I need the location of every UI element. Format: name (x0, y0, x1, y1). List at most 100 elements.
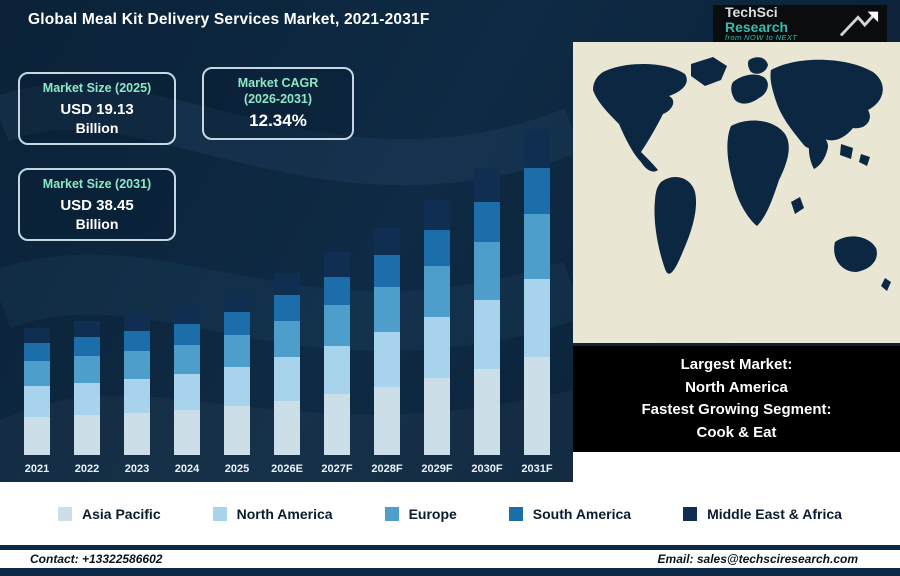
bar-segment-asia-pacific (524, 357, 550, 455)
bar-segment-europe (324, 305, 350, 346)
right-bottom-gap (573, 452, 900, 482)
x-axis-label-2030F: 2030F (471, 463, 503, 475)
legend-label: Europe (408, 505, 457, 522)
legend-item-middle-east-africa: Middle East & Africa (683, 506, 842, 522)
bar-segment-south-america (274, 295, 300, 321)
note-line-1: North America (685, 378, 788, 396)
bar-segment-europe (224, 334, 250, 368)
bar-segment-north-america (374, 332, 400, 387)
bar-segment-north-america (224, 367, 250, 407)
note-line-2: Fastest Growing Segment: (641, 401, 832, 418)
world-map (573, 42, 900, 343)
legend-label: Middle East & Africa (707, 505, 842, 522)
bar-segment-asia-pacific (424, 378, 450, 455)
legend-item-north-america: North America (212, 505, 333, 522)
stat-box-market-size-2031: Market Size (2031) USD 38.45 Billion (18, 168, 176, 241)
bar-segment-europe (274, 320, 300, 357)
stacked-bar-chart: 2021 2022 2023 2024 2025 2026E 2027F 2028F 2029F… (24, 129, 553, 475)
x-axis-label-2026E: 2026E (271, 463, 303, 475)
bar-segment-europe (474, 242, 500, 300)
bar-segment-middle-east-africa (274, 273, 300, 296)
bar-2030F (474, 167, 500, 455)
main-dark-panel: Global Meal Kit Delivery Services Market… (0, 0, 900, 482)
bar-segment-north-america (324, 345, 350, 395)
bar-segment-south-america (74, 337, 100, 356)
footer-email: Email: sales@techsciresearch.com (657, 552, 858, 566)
x-axis-label-2028F: 2028F (371, 463, 403, 475)
stat-value: USD 38.45 (60, 196, 134, 214)
legend-swatch (508, 506, 523, 521)
bar-segment-south-america (524, 168, 550, 214)
stat-unit: Billion (75, 119, 119, 136)
bar-segment-asia-pacific (174, 410, 200, 455)
bar-segment-middle-east-africa (474, 167, 500, 202)
chart-legend: Asia Pacific North America Europe South Ame… (0, 482, 900, 545)
bar-2022 (74, 321, 100, 455)
x-axis-label-2025: 2025 (224, 463, 250, 475)
bar-segment-europe (524, 213, 550, 279)
bar-segment-south-america (124, 331, 150, 351)
bar-segment-europe (124, 350, 150, 380)
x-axis-label-2029F: 2029F (421, 463, 453, 475)
bar-segment-asia-pacific (324, 394, 350, 455)
logo-arrow-icon (839, 11, 879, 36)
bar-segment-north-america (524, 278, 550, 358)
legend-swatch (683, 506, 698, 521)
x-axis-label-2027F: 2027F (321, 463, 353, 475)
x-axis-label-2022: 2022 (74, 463, 100, 475)
stat-label: Market CAGR (237, 76, 319, 90)
bar-segment-europe (424, 266, 450, 318)
bar-segment-north-america (174, 374, 200, 411)
stat-box-market-size-2025: Market Size (2025) USD 19.13 Billion (18, 72, 176, 145)
bar-segment-south-america (174, 323, 200, 345)
legend-item-south-america: South America (508, 506, 631, 522)
bar-segment-asia-pacific (224, 406, 250, 455)
stat-value: 12.34% (249, 111, 307, 131)
bar-segment-europe (74, 355, 100, 383)
footer-contact: Contact: +13322586602 (30, 552, 163, 566)
bar-segment-middle-east-africa (174, 305, 200, 324)
bar-segment-north-america (74, 382, 100, 415)
stat-label: Market Size (2025) (42, 81, 152, 95)
bar-segment-asia-pacific (124, 412, 150, 455)
world-map-panel (573, 42, 900, 343)
bar-segment-north-america (124, 379, 150, 413)
bar-segment-south-america (24, 343, 50, 361)
legend-item-europe: Europe (384, 505, 457, 522)
legend-swatch (58, 506, 72, 521)
note-line-3: Cook & Eat (696, 423, 777, 441)
stat-box-market-cagr: Market CAGR (2026-2031) 12.34% (202, 67, 354, 141)
legend-label: North America (236, 505, 333, 522)
bar-segment-europe (174, 344, 200, 375)
stat-label-range: (2026-2031) (243, 91, 313, 106)
bar-segment-south-america (324, 276, 350, 305)
bar-segment-middle-east-africa (224, 292, 250, 313)
bar-segment-north-america (24, 386, 50, 417)
bar-segment-asia-pacific (474, 368, 500, 455)
footer-strip: Contact: +13322586602 Email: sales@techs… (0, 550, 900, 568)
bar-2025 (224, 292, 250, 455)
legend-swatch (384, 506, 399, 521)
logo-text: TechSci Research from NOW to NEXT (725, 5, 839, 42)
logo-tagline: from NOW to NEXT (725, 33, 798, 43)
stat-value: USD 19.13 (60, 100, 134, 118)
bar-2028F (374, 227, 400, 455)
bar-segment-middle-east-africa (24, 327, 50, 344)
bar-segment-europe (374, 286, 400, 333)
legend-label: Asia Pacific (82, 505, 161, 522)
note-line-0: Largest Market: (680, 356, 793, 373)
stat-unit: Billion (75, 215, 119, 232)
bar-segment-middle-east-africa (524, 129, 550, 169)
legend-swatch (212, 506, 227, 521)
bar-2023 (124, 314, 150, 455)
footer-bottom-bar (0, 568, 900, 576)
bar-2029F (424, 199, 450, 455)
bar-2021 (24, 327, 50, 455)
logo-brand-secondary: Research (725, 18, 789, 35)
x-axis-label-2031F: 2031F (521, 463, 553, 475)
bar-2031F (524, 129, 550, 455)
bar-segment-middle-east-africa (374, 227, 400, 256)
bar-segment-middle-east-africa (424, 199, 450, 231)
bar-segment-south-america (224, 312, 250, 335)
bar-segment-middle-east-africa (324, 252, 350, 277)
